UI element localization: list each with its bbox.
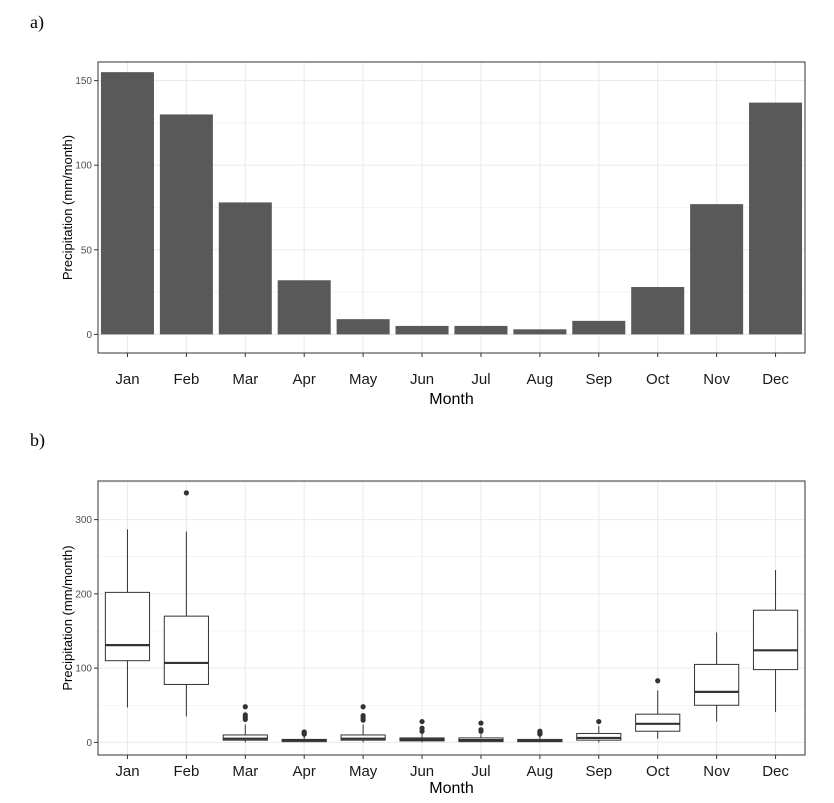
x-tick-label: Feb (173, 371, 199, 388)
bar-aug (513, 329, 567, 335)
y-tick-label: 0 (86, 330, 92, 341)
bar-nov (690, 204, 744, 335)
x-tick-label: Apr (293, 763, 316, 780)
x-tick-label: Sep (585, 763, 612, 780)
x-tick-label: Sep (585, 371, 612, 388)
bar-jun (395, 325, 449, 335)
x-tick-label: Aug (527, 371, 554, 388)
box-jan (104, 591, 151, 662)
outlier-mar (242, 704, 248, 710)
y-axis-title: Precipitation (mm/month) (60, 545, 75, 690)
y-tick-label: 200 (75, 589, 92, 600)
outlier-jul (478, 727, 484, 733)
outlier-sep (596, 718, 602, 725)
x-tick-label: Nov (703, 371, 730, 388)
outlier-jun (419, 725, 425, 731)
bar-may (336, 319, 390, 335)
x-axis-title: Month (429, 391, 473, 408)
plot-frame (97, 61, 806, 354)
panel-label-a: a) (30, 12, 44, 32)
box-sep (576, 732, 622, 741)
x-tick-label: May (349, 371, 378, 388)
x-tick-label: Dec (762, 371, 789, 388)
bar-jul (454, 325, 508, 335)
x-tick-label: Oct (646, 763, 670, 780)
x-tick-label: Jun (410, 371, 434, 388)
outlier-apr (301, 729, 307, 735)
x-tick-label: Mar (232, 371, 258, 388)
bar-chart-panel: 0 50 100 150 Jan Feb Mar Apr May Jun Jul Aug Sep Oct N… (60, 61, 806, 408)
outlier-oct (655, 678, 661, 684)
x-tick-label: Jul (471, 371, 490, 388)
x-tick-label: May (349, 763, 378, 780)
box-oct (635, 713, 681, 732)
bar-apr (277, 280, 331, 335)
x-tick-label: Dec (762, 763, 789, 780)
outlier-jul (478, 720, 484, 726)
outlier-aug (537, 728, 543, 734)
y-tick-label: 150 (75, 76, 92, 87)
outlier-mar (242, 712, 248, 718)
box-nov (694, 663, 740, 706)
box-dec (752, 609, 799, 671)
y-tick-label: 100 (75, 664, 92, 675)
box-mar (222, 734, 268, 741)
y-axis-title: Precipitation (mm/month) (60, 135, 75, 280)
plot-background (98, 481, 805, 755)
x-tick-label: Jan (115, 763, 139, 780)
box-chart-panel: 0 100 200 300 Jan Feb Mar Apr May Jun Jul Aug Sep Oct… (60, 480, 806, 797)
y-tick-label: 100 (75, 161, 92, 172)
x-tick-label: Oct (646, 371, 670, 388)
bar-dec (749, 102, 803, 335)
plot-frame (97, 480, 806, 756)
bar-mar (218, 202, 272, 335)
y-tick-label: 0 (86, 738, 92, 749)
bar-feb (159, 114, 213, 335)
x-axis-title: Month (429, 780, 473, 797)
bar-sep (572, 320, 626, 335)
outlier-may (360, 704, 366, 710)
x-tick-label: Feb (173, 763, 199, 780)
x-tick-label: Aug (527, 763, 554, 780)
box-may (340, 734, 386, 741)
y-tick-label: 50 (81, 245, 93, 256)
x-tick-label: Apr (293, 371, 316, 388)
y-tick-label: 300 (75, 515, 92, 526)
panel-label-b: b) (30, 430, 45, 450)
x-tick-label: Nov (703, 763, 730, 780)
box-feb (163, 615, 209, 685)
outlier-may (360, 713, 366, 719)
x-tick-label: Mar (232, 763, 258, 780)
bar-oct (631, 287, 685, 335)
bar-jan (100, 72, 154, 335)
x-tick-label: Jan (115, 371, 139, 388)
outlier-jun (419, 718, 425, 725)
x-tick-label: Jun (410, 763, 434, 780)
x-tick-label: Jul (471, 763, 490, 780)
outlier-feb (183, 490, 189, 496)
